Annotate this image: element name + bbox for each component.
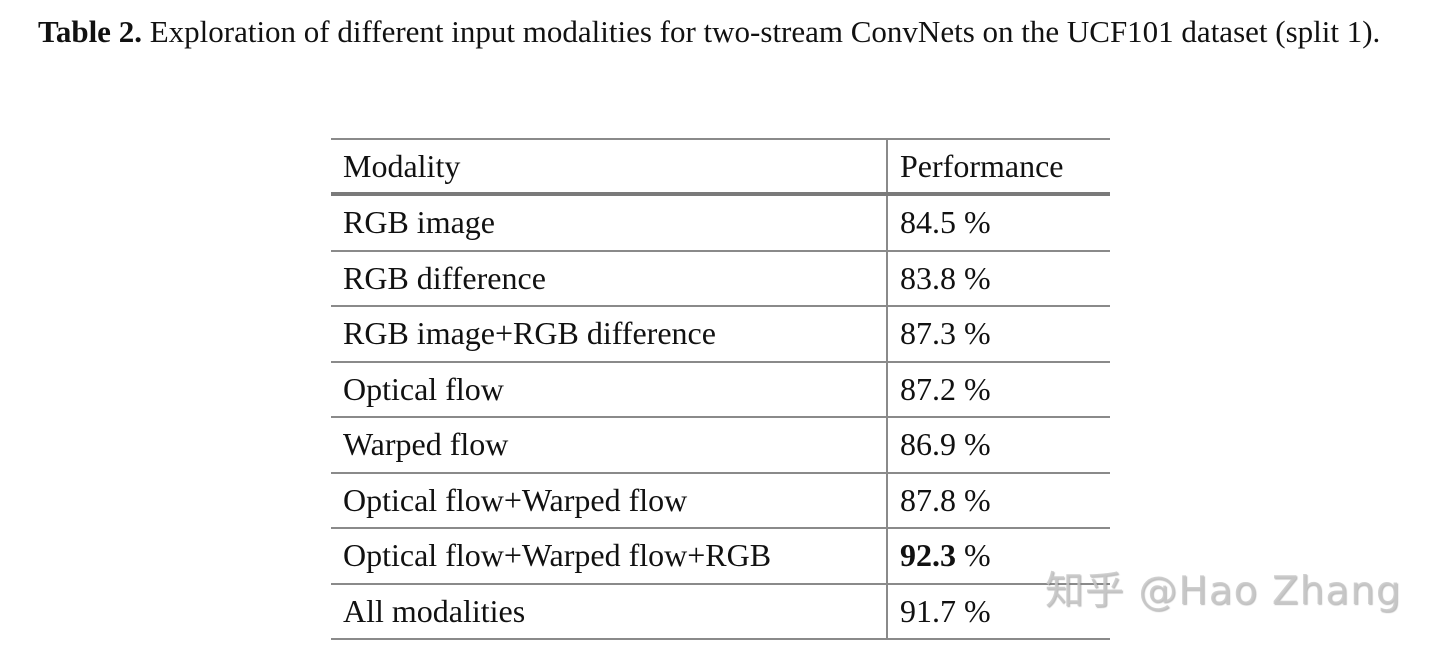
modality-cell: Optical flow+Warped flow	[331, 472, 888, 529]
performance-cell: 87.2 %	[887, 361, 1110, 418]
performance-cell: 87.8 %	[887, 472, 1110, 529]
caption-label: Table 2.	[38, 14, 142, 49]
modality-cell: RGB difference	[331, 250, 888, 307]
table-row: RGB image 84.5 %	[331, 194, 1110, 252]
header-modality: Modality	[331, 138, 888, 196]
table-row: RGB difference 83.8 %	[331, 250, 1110, 307]
table-row: Optical flow 87.2 %	[331, 361, 1110, 418]
performance-cell: 91.7 %	[887, 583, 1110, 640]
performance-cell: 87.3 %	[887, 306, 1110, 363]
modality-cell: Optical flow	[331, 361, 888, 418]
best-value: 92.3	[900, 537, 956, 574]
modality-cell: Optical flow+Warped flow+RGB	[331, 528, 888, 585]
caption-text: Exploration of different input modalitie…	[149, 14, 1381, 49]
modality-table: Modality Performance RGB image 84.5 % RGB…	[331, 138, 1110, 640]
table-row-best: Optical flow+Warped flow+RGB 92.3 %	[331, 528, 1110, 585]
table-row: RGB image+RGB difference 87.3 %	[331, 306, 1110, 363]
performance-cell: 83.8 %	[887, 250, 1110, 307]
table-row: All modalities 91.7 %	[331, 583, 1110, 640]
table-row: Optical flow+Warped flow 87.8 %	[331, 472, 1110, 529]
table-caption: Table 2. Exploration of different input …	[38, 10, 1408, 53]
watermark: 知乎 @Hao Zhang	[1045, 569, 1402, 614]
percent-sign: %	[956, 537, 991, 574]
performance-cell: 86.9 %	[887, 417, 1110, 474]
table-row: Warped flow 86.9 %	[331, 417, 1110, 474]
header-performance: Performance	[887, 138, 1110, 196]
performance-cell: 84.5 %	[887, 194, 1110, 252]
modality-cell: All modalities	[331, 583, 888, 640]
modality-cell: RGB image+RGB difference	[331, 306, 888, 363]
performance-cell-best: 92.3 %	[887, 528, 1110, 585]
modality-cell: Warped flow	[331, 417, 888, 474]
modality-cell: RGB image	[331, 194, 888, 252]
table-header-row: Modality Performance	[331, 138, 1110, 196]
